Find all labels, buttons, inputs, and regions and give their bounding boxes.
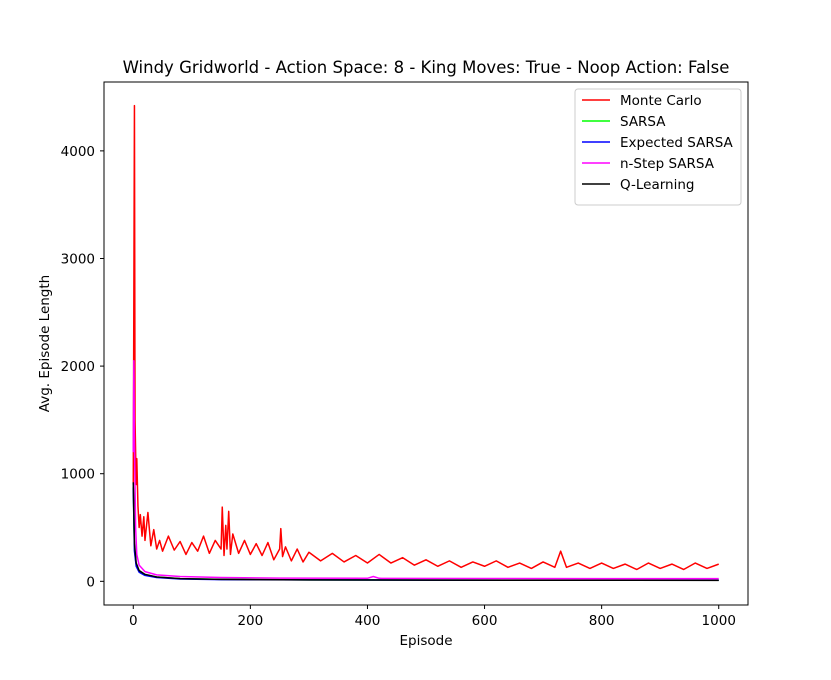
x-tick-label-5: 1000 [702, 613, 736, 629]
x-axis-label: Episode [399, 633, 452, 649]
legend-label-2: Expected SARSA [620, 135, 734, 151]
y-tick-label-4: 4000 [61, 144, 95, 160]
legend-label-0: Monte Carlo [620, 93, 702, 109]
x-tick-label-2: 400 [355, 613, 381, 629]
y-tick-label-0: 0 [86, 574, 95, 590]
y-tick-label-1: 1000 [61, 467, 95, 483]
x-tick-label-3: 600 [472, 613, 498, 629]
series-line-0 [132, 104, 719, 571]
y-tick-label-2: 2000 [61, 359, 95, 375]
legend-box [574, 88, 742, 206]
legend-label-1: SARSA [620, 114, 666, 130]
x-tick-label-4: 800 [589, 613, 615, 629]
x-tick-label-0: 0 [129, 613, 138, 629]
plot-frame [103, 81, 749, 606]
y-tick-label-3: 3000 [61, 251, 95, 267]
legend-label-3: n-Step SARSA [620, 156, 715, 172]
series-line-3 [132, 359, 719, 580]
chart-title: Windy Gridworld - Action Space: 8 - King… [123, 58, 730, 77]
x-tick-label-1: 200 [237, 613, 263, 629]
series-layer [132, 104, 719, 582]
y-axis-label: Avg. Episode Length [37, 275, 53, 412]
series-line-4 [132, 482, 719, 582]
legend: Monte Carlo SARSA Expected SARSA n-Step SAR… [574, 88, 742, 206]
legend-label-4: Q-Learning [620, 177, 694, 193]
axes-layer: 0 200 400 600 800 1000 0 1000 2000 3000 4000 [61, 144, 736, 629]
